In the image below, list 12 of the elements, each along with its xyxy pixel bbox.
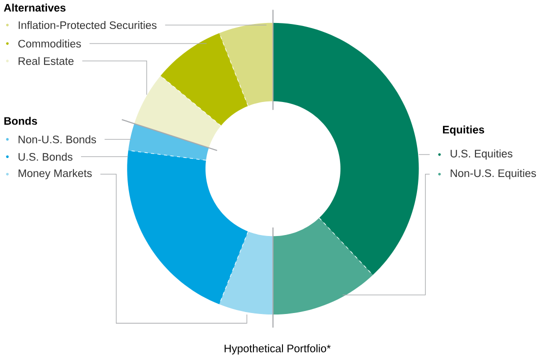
legend-label: Commodities xyxy=(18,40,81,48)
text: Alternatives xyxy=(4,4,66,12)
legend-label: Non-U.S. Bonds xyxy=(18,135,96,144)
text: Hypothetical Portfolio* xyxy=(224,344,331,354)
text: Bonds xyxy=(4,116,38,125)
text: Equities xyxy=(442,126,484,136)
legend-label: Real Estate xyxy=(18,56,74,65)
legend-label: Non-U.S. Equities xyxy=(450,169,536,180)
legend-label: Money Markets xyxy=(18,169,92,180)
legend-label: Inflation-Protected Securities xyxy=(18,21,157,29)
legend-label: U.S. Bonds xyxy=(18,152,72,161)
legend-label: U.S. Equities xyxy=(450,149,512,160)
